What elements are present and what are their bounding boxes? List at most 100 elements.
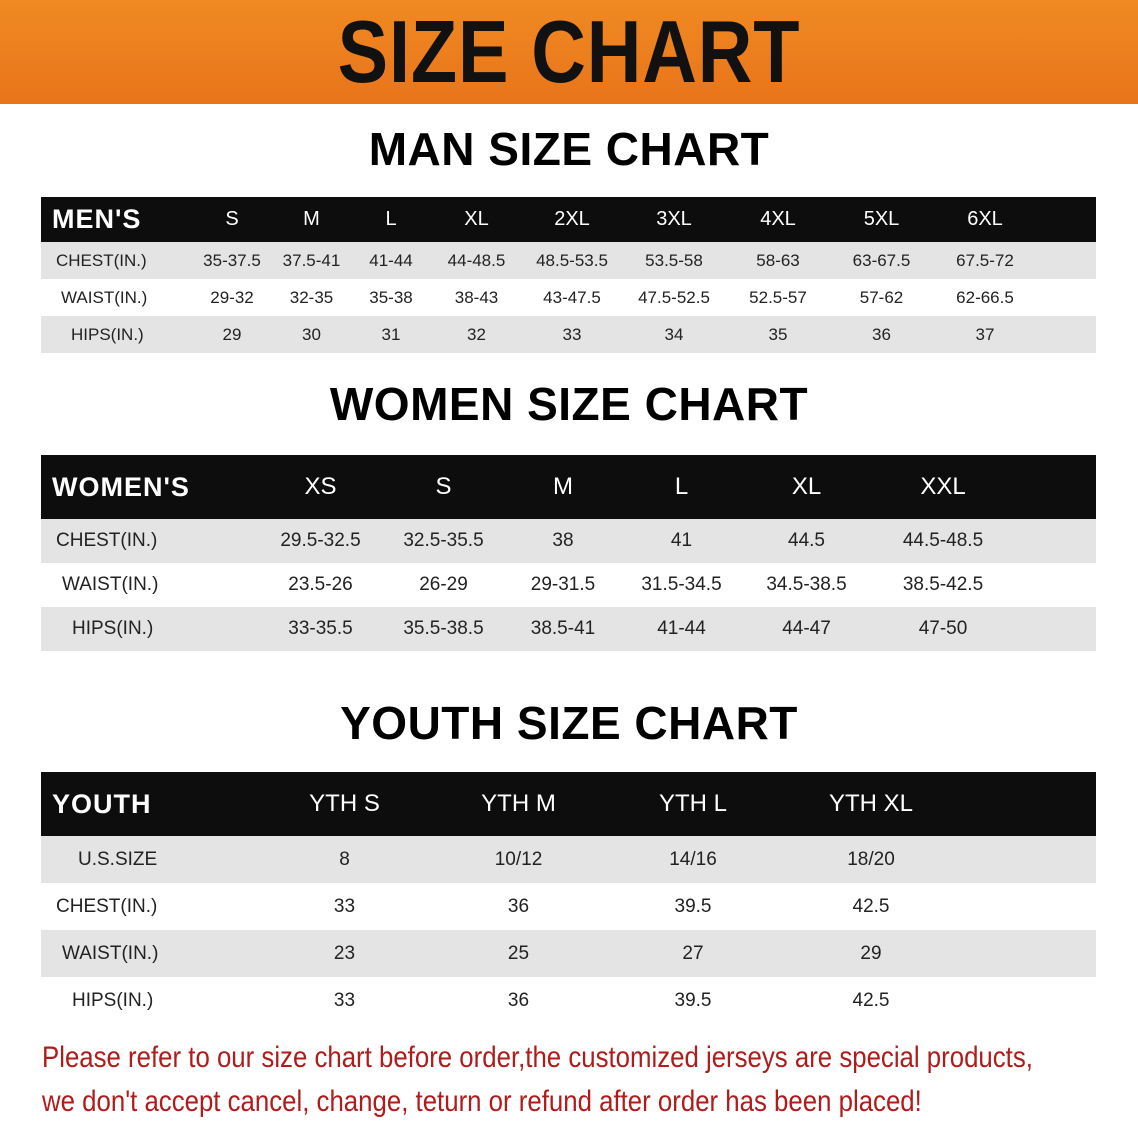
policy-note-line-1: Please refer to our size chart before or… — [42, 1041, 1033, 1074]
table-cell: 39.5 — [605, 977, 781, 1024]
table-cell: 42.5 — [781, 883, 961, 930]
table-cell: 38-43 — [431, 279, 522, 316]
table-cell: 44.5 — [741, 519, 872, 563]
table-cell: 35 — [726, 316, 830, 353]
table-cell: 62-66.5 — [933, 279, 1037, 316]
table-cell: 33 — [257, 977, 432, 1024]
table-cell: 31 — [351, 316, 431, 353]
men-size-table: MEN'S S M L XL 2XL 3XL 4XL 5XL 6XL CHEST(IN.) 35-3… — [41, 197, 1096, 353]
table-cell: 29 — [192, 316, 272, 353]
size-column-header: XL — [741, 455, 872, 519]
table-cell: 18/20 — [781, 836, 961, 883]
header-filler — [1037, 197, 1096, 242]
row-filler — [961, 930, 1096, 977]
table-cell: 38.5-42.5 — [872, 563, 1014, 607]
row-label: HIPS(IN.) — [41, 607, 258, 651]
row-label: WAIST(IN.) — [41, 930, 257, 977]
size-column-header: 4XL — [726, 197, 830, 242]
table-cell: 29 — [781, 930, 961, 977]
table-header-row: WOMEN'S XS S M L XL XXL — [41, 455, 1096, 519]
table-cell: 23.5-26 — [258, 563, 383, 607]
table-cell: 29-32 — [192, 279, 272, 316]
table-cell: 35.5-38.5 — [383, 607, 504, 651]
size-column-header: S — [192, 197, 272, 242]
size-column-header: 6XL — [933, 197, 1037, 242]
table-header-row: YOUTH YTH S YTH M YTH L YTH XL — [41, 772, 1096, 836]
table-cell: 8 — [257, 836, 432, 883]
row-label: CHEST(IN.) — [41, 519, 258, 563]
men-section-title: MAN SIZE CHART — [368, 123, 770, 175]
women-size-table: WOMEN'S XS S M L XL XXL CHEST(IN.) 29.5-32.5 32.… — [41, 455, 1096, 651]
table-cell: 33 — [257, 883, 432, 930]
table-cell: 35-38 — [351, 279, 431, 316]
size-column-header: 2XL — [522, 197, 622, 242]
table-cell: 25 — [432, 930, 605, 977]
table-cell: 30 — [272, 316, 351, 353]
row-filler — [1014, 563, 1096, 607]
size-column-header: L — [622, 455, 741, 519]
table-cell: 58-63 — [726, 242, 830, 279]
table-cell: 47.5-52.5 — [622, 279, 726, 316]
table-cell: 44-48.5 — [431, 242, 522, 279]
banner: SIZE CHART — [0, 0, 1138, 104]
table-cell: 35-37.5 — [192, 242, 272, 279]
table-cell: 29.5-32.5 — [258, 519, 383, 563]
policy-note-line-2: we don't accept cancel, change, teturn o… — [42, 1085, 922, 1118]
table-corner-label: YOUTH — [41, 772, 257, 836]
table-cell: 32 — [431, 316, 522, 353]
table-cell: 37.5-41 — [272, 242, 351, 279]
row-label: CHEST(IN.) — [41, 242, 192, 279]
table-cell: 67.5-72 — [933, 242, 1037, 279]
banner-title: SIZE CHART — [337, 2, 801, 101]
table-row: WAIST(IN.) 29-32 32-35 35-38 38-43 43-47.5 47.… — [41, 279, 1096, 316]
youth-section-title: YOUTH SIZE CHART — [340, 697, 798, 749]
row-filler — [1014, 607, 1096, 651]
size-column-header: S — [383, 455, 504, 519]
table-cell: 34 — [622, 316, 726, 353]
table-cell: 42.5 — [781, 977, 961, 1024]
table-cell: 41-44 — [622, 607, 741, 651]
table-cell: 10/12 — [432, 836, 605, 883]
row-label: HIPS(IN.) — [41, 316, 192, 353]
size-column-header: YTH L — [605, 772, 781, 836]
table-cell: 41 — [622, 519, 741, 563]
row-label: CHEST(IN.) — [41, 883, 257, 930]
table-cell: 57-62 — [830, 279, 933, 316]
table-cell: 29-31.5 — [504, 563, 622, 607]
row-label: U.S.SIZE — [41, 836, 257, 883]
table-cell: 36 — [432, 977, 605, 1024]
table-cell: 43-47.5 — [522, 279, 622, 316]
table-header-row: MEN'S S M L XL 2XL 3XL 4XL 5XL 6XL — [41, 197, 1096, 242]
table-cell: 39.5 — [605, 883, 781, 930]
youth-size-table: YOUTH YTH S YTH M YTH L YTH XL U.S.SIZE 8 10/1… — [41, 772, 1096, 1024]
header-filler — [961, 772, 1096, 836]
header-filler — [1014, 455, 1096, 519]
size-column-header: 3XL — [622, 197, 726, 242]
row-filler — [1037, 316, 1096, 353]
table-row: WAIST(IN.) 23 25 27 29 — [41, 930, 1096, 977]
row-label: WAIST(IN.) — [41, 563, 258, 607]
table-cell: 14/16 — [605, 836, 781, 883]
table-cell: 52.5-57 — [726, 279, 830, 316]
row-label: WAIST(IN.) — [41, 279, 192, 316]
table-row: U.S.SIZE 8 10/12 14/16 18/20 — [41, 836, 1096, 883]
table-row: HIPS(IN.) 33 36 39.5 42.5 — [41, 977, 1096, 1024]
row-filler — [1037, 242, 1096, 279]
table-cell: 47-50 — [872, 607, 1014, 651]
row-filler — [961, 836, 1096, 883]
table-cell: 36 — [830, 316, 933, 353]
size-column-header: XS — [258, 455, 383, 519]
table-cell: 48.5-53.5 — [522, 242, 622, 279]
size-column-header: YTH XL — [781, 772, 961, 836]
table-cell: 32.5-35.5 — [383, 519, 504, 563]
women-section-title: WOMEN SIZE CHART — [329, 378, 809, 430]
table-cell: 53.5-58 — [622, 242, 726, 279]
table-cell: 44.5-48.5 — [872, 519, 1014, 563]
table-corner-label: WOMEN'S — [41, 455, 258, 519]
table-cell: 38 — [504, 519, 622, 563]
row-filler — [1014, 519, 1096, 563]
table-cell: 33 — [522, 316, 622, 353]
table-row: CHEST(IN.) 33 36 39.5 42.5 — [41, 883, 1096, 930]
table-cell: 44-47 — [741, 607, 872, 651]
table-row: HIPS(IN.) 33-35.5 35.5-38.5 38.5-41 41-44 44-… — [41, 607, 1096, 651]
